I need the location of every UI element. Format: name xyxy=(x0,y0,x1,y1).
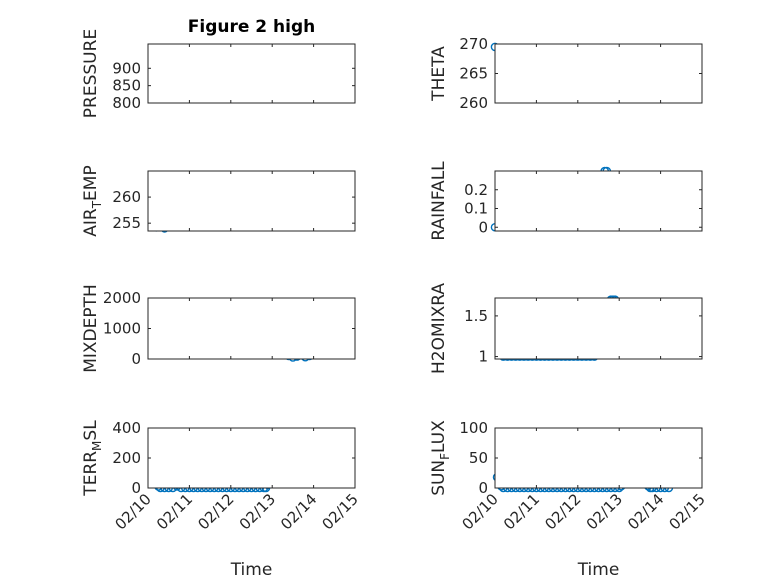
x-tick-label: 02/13 xyxy=(236,490,279,533)
axes-frame xyxy=(147,297,356,360)
y-tick-label: 850 xyxy=(112,77,141,95)
y-tick-label: 2000 xyxy=(103,289,141,307)
x-tick-label: 02/11 xyxy=(153,490,196,533)
y-tick-label: 260 xyxy=(459,94,488,112)
y-tick-label: 1 xyxy=(478,348,488,366)
y-tick-label: 400 xyxy=(112,419,141,437)
y-tick-label: 0.2 xyxy=(464,181,488,199)
x-tick-label: 02/14 xyxy=(277,490,320,533)
y-tick-label: 900 xyxy=(112,59,141,77)
y-tick-label: 255 xyxy=(112,214,141,232)
subplot-h2omixra: 1 1.5 H2OMIXRA xyxy=(429,283,703,374)
y-tick-label: 0 xyxy=(478,479,488,497)
axes-frame xyxy=(147,43,356,104)
x-tick-label: 02/12 xyxy=(541,490,584,533)
x-tick-label: 02/11 xyxy=(500,490,543,533)
y-axis-label: RAINFALL xyxy=(429,161,449,241)
axes-frame xyxy=(494,427,703,489)
subplot-air-temp: 255 260 AIRTEMP xyxy=(81,165,356,237)
x-axis-label: Time xyxy=(230,560,273,580)
axes-frame xyxy=(494,43,703,104)
axes-frame xyxy=(147,170,356,232)
y-axis-label: THETA xyxy=(429,46,449,102)
y-axis-label: TERRMSL xyxy=(81,420,104,497)
y-tick-label: 260 xyxy=(112,188,141,206)
axes-frame xyxy=(147,427,356,489)
x-tick-label: 02/12 xyxy=(194,490,237,533)
y-tick-label: 100 xyxy=(459,419,488,437)
y-axis-label: AIRTEMP xyxy=(81,165,104,236)
subplot-terr-msl: 02/1002/1102/1202/1302/1402/150200400TER… xyxy=(81,419,362,580)
y-axis-label: PRESSURE xyxy=(81,29,101,118)
chart-title: Figure 2 high xyxy=(188,17,316,37)
y-tick-label: 800 xyxy=(112,94,141,112)
y-axis-label: MIXDEPTH xyxy=(81,284,101,373)
y-tick-label: 0.1 xyxy=(464,200,488,218)
y-tick-label: 0 xyxy=(131,350,141,368)
y-tick-label: 50 xyxy=(469,449,488,467)
axes-frame xyxy=(494,170,703,232)
y-axis-label: H2OMIXRA xyxy=(429,283,449,374)
y-tick-label: 200 xyxy=(112,449,141,467)
y-tick-label: 265 xyxy=(459,65,488,83)
y-tick-label: 1.5 xyxy=(464,307,488,325)
x-tick-label: 02/15 xyxy=(666,490,709,533)
y-tick-label: 270 xyxy=(459,35,488,53)
x-tick-label: 02/13 xyxy=(583,490,626,533)
x-tick-label: 02/14 xyxy=(624,490,667,533)
y-axis-label: SUNFLUX xyxy=(429,420,452,496)
subplot-sun-flux: 02/1002/1102/1202/1302/1402/15050100SUNF… xyxy=(429,419,709,580)
y-tick-label: 0 xyxy=(131,479,141,497)
axes-frame xyxy=(494,297,703,360)
subplot-theta: 260 265 270 THETA xyxy=(429,35,703,112)
subplot-rainfall: 00.10.2 RAINFALL xyxy=(429,161,703,241)
y-tick-label: 1000 xyxy=(103,320,141,338)
x-axis-label: Time xyxy=(577,560,620,580)
y-tick-label: 0 xyxy=(478,218,488,236)
x-tick-label: 02/15 xyxy=(319,490,362,533)
